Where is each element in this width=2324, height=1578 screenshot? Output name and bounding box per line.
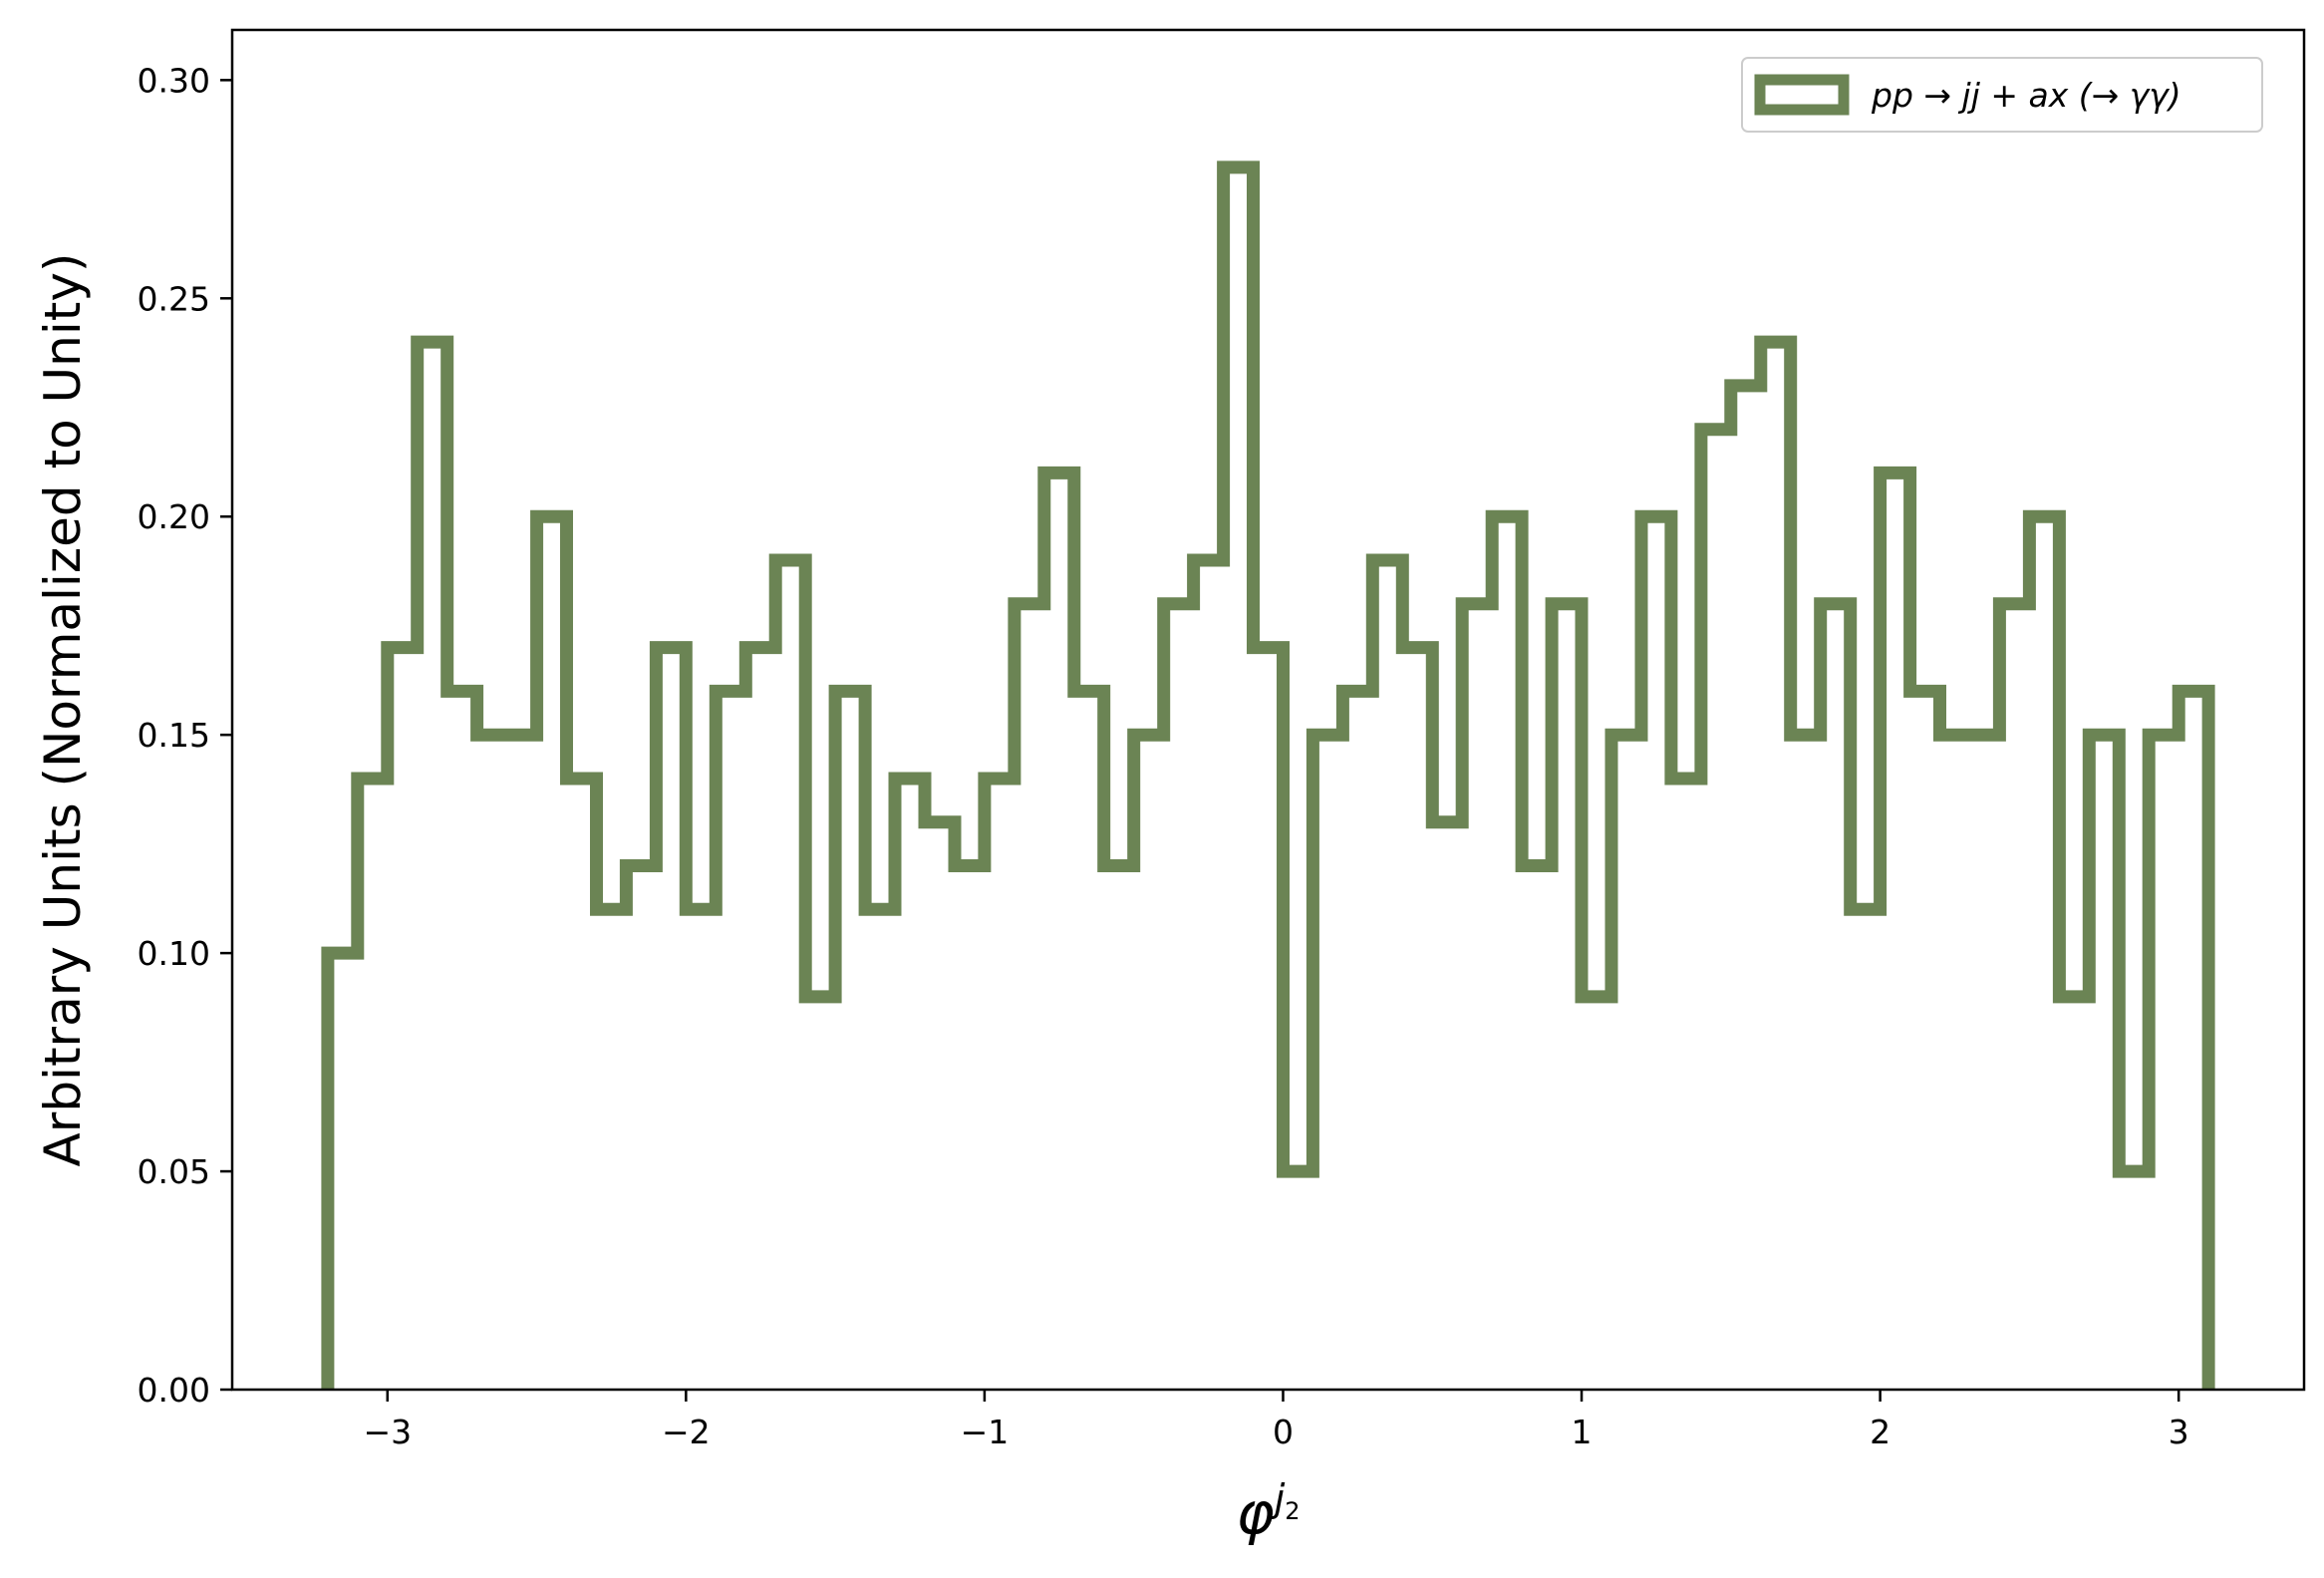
x-tick-label: −1 — [961, 1413, 1010, 1451]
x-axis-ticks: −3 −2 −1 0 1 2 3 — [363, 1390, 2189, 1451]
legend-label: pp → jj + ax (→ γγ) — [1871, 76, 2181, 115]
x-axis-label-symbol: φ — [1236, 1479, 1274, 1547]
axes-frame — [230, 28, 2306, 1392]
y-tick-label: 0.20 — [138, 497, 210, 536]
y-tick-label: 0.15 — [138, 716, 210, 755]
x-tick-label: 2 — [1870, 1413, 1890, 1451]
x-tick-label: −3 — [363, 1413, 412, 1451]
y-tick-label: 0.10 — [138, 934, 210, 973]
y-axis-ticks: 0.00 0.05 0.10 0.15 0.20 0.25 0.30 — [138, 61, 232, 1410]
x-tick-label: 0 — [1273, 1413, 1294, 1451]
y-axis-label: Arbitrary Units (Normalized to Unity) — [34, 253, 92, 1167]
legend: pp → jj + ax (→ γγ) — [1741, 57, 2263, 133]
legend-swatch — [1754, 74, 1850, 116]
histogram-outline — [321, 160, 2215, 1390]
y-tick-label: 0.25 — [138, 279, 210, 318]
x-tick-label: 1 — [1572, 1413, 1593, 1451]
y-tick-label: 0.30 — [138, 61, 210, 100]
y-tick-label: 0.05 — [138, 1152, 210, 1191]
x-tick-label: 3 — [2169, 1413, 2189, 1451]
y-tick-label: 0.00 — [138, 1371, 210, 1410]
plot-area — [321, 160, 2215, 1390]
x-axis-label-subscript: 2 — [1285, 1497, 1300, 1525]
x-tick-label: −2 — [662, 1413, 711, 1451]
x-axis-label: φj2 — [1236, 1476, 1300, 1547]
legend-box — [1741, 57, 2263, 133]
